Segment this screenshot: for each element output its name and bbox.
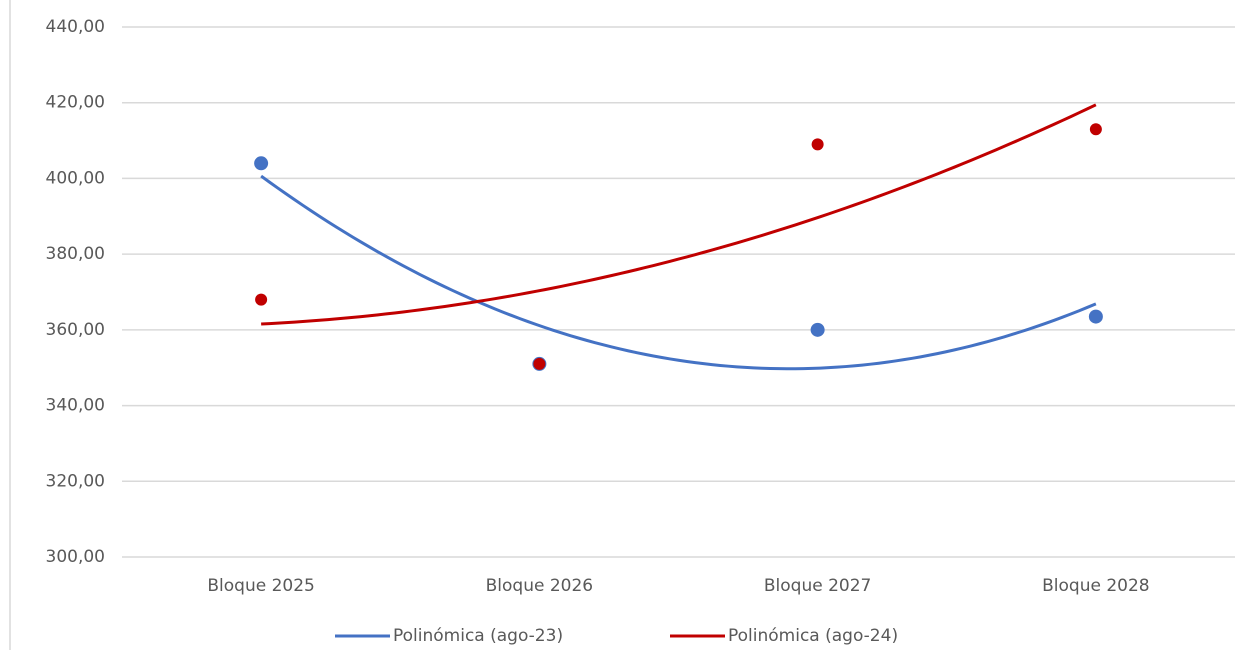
- data-point: [533, 357, 546, 370]
- y-tick-label: 360,00: [46, 320, 105, 340]
- data-point: [1089, 123, 1102, 136]
- data-point: [1088, 309, 1103, 324]
- x-tick-label: Bloque 2026: [486, 576, 593, 596]
- data-point: [254, 156, 269, 171]
- x-tick-label: Bloque 2025: [207, 576, 314, 596]
- y-tick-label: 320,00: [46, 471, 105, 491]
- y-tick-label: 380,00: [46, 244, 105, 264]
- y-tick-label: 420,00: [46, 93, 105, 113]
- y-tick-label: 440,00: [46, 17, 105, 37]
- data-point: [810, 322, 825, 337]
- data-point: [811, 138, 824, 151]
- trendline: [260, 174, 1097, 371]
- legend-label: Polinómica (ago-24): [728, 626, 898, 646]
- x-tick-label: Bloque 2028: [1042, 576, 1149, 596]
- legend-label: Polinómica (ago-23): [393, 626, 563, 646]
- y-tick-label: 340,00: [46, 396, 105, 416]
- trendline: [261, 103, 1097, 326]
- y-tick-label: 400,00: [46, 168, 105, 188]
- data-point: [255, 293, 268, 306]
- y-tick-label: 300,00: [46, 547, 105, 567]
- x-tick-label: Bloque 2027: [764, 576, 871, 596]
